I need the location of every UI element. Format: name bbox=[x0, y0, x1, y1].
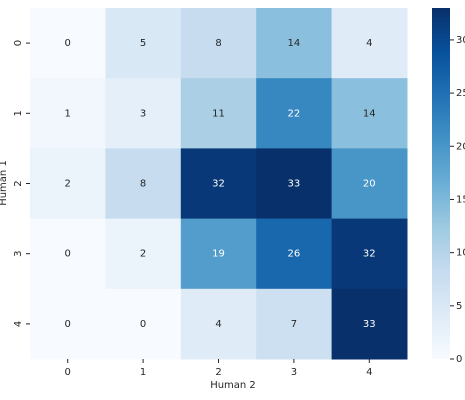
heatmap-cell bbox=[105, 78, 182, 149]
cell-label: 2 bbox=[65, 179, 71, 190]
x-tick-label: 2 bbox=[215, 367, 221, 378]
cell-label: 22 bbox=[288, 108, 301, 119]
colorbar bbox=[432, 8, 450, 359]
x-tick-label: 4 bbox=[366, 367, 372, 378]
cell-label: 32 bbox=[212, 179, 225, 190]
cell-label: 20 bbox=[363, 179, 376, 190]
cell-label: 0 bbox=[65, 38, 71, 49]
y-tick-label: 3 bbox=[13, 251, 24, 257]
colorbar-tick-label: 5 bbox=[456, 301, 462, 312]
heatmap-cell bbox=[180, 8, 257, 79]
cell-label: 33 bbox=[288, 179, 301, 190]
heatmap-cell bbox=[256, 288, 333, 360]
cell-label: 3 bbox=[140, 108, 146, 119]
cell-label: 7 bbox=[291, 319, 297, 330]
cell-label: 14 bbox=[363, 108, 376, 119]
cell-label: 19 bbox=[212, 249, 225, 260]
cell-label: 33 bbox=[363, 319, 376, 330]
cell-label: 1 bbox=[65, 108, 71, 119]
heatmap-cell bbox=[30, 288, 106, 360]
colorbar-tick-label: 0 bbox=[456, 354, 462, 365]
cell-label: 8 bbox=[215, 38, 221, 49]
cell-label: 0 bbox=[65, 319, 71, 330]
cell-label: 11 bbox=[212, 108, 225, 119]
heatmap-cell bbox=[256, 8, 333, 79]
y-tick-label: 4 bbox=[13, 321, 24, 327]
cell-label: 4 bbox=[366, 38, 372, 49]
heatmap-cell bbox=[180, 288, 257, 360]
colorbar-tick-label: 25 bbox=[456, 88, 465, 99]
heatmap-cell bbox=[256, 78, 333, 149]
heatmap-cell bbox=[30, 218, 106, 290]
cell-label: 5 bbox=[140, 38, 146, 49]
heatmap-cell bbox=[331, 148, 408, 220]
heatmap-cell bbox=[105, 218, 182, 290]
cell-label: 8 bbox=[140, 179, 146, 190]
heatmap-cell bbox=[30, 78, 106, 149]
cell-label: 4 bbox=[215, 319, 221, 330]
heatmap-cell bbox=[256, 218, 333, 290]
heatmap-cell bbox=[180, 148, 257, 220]
heatmap-cell bbox=[331, 218, 408, 290]
cell-label: 14 bbox=[288, 38, 301, 49]
heatmap-cell bbox=[331, 8, 408, 79]
heatmap-cell bbox=[331, 288, 408, 360]
colorbar-tick-label: 20 bbox=[456, 141, 465, 152]
x-tick-label: 3 bbox=[291, 367, 297, 378]
heatmap-cell bbox=[331, 78, 408, 149]
heatmap-cell bbox=[105, 8, 182, 79]
y-tick-label: 0 bbox=[13, 40, 24, 46]
cell-label: 0 bbox=[140, 319, 146, 330]
y-axis-label: Human 1 bbox=[0, 160, 9, 206]
cell-label: 2 bbox=[140, 249, 146, 260]
heatmap-cell bbox=[30, 148, 106, 220]
colorbar-tick-label: 30 bbox=[456, 35, 465, 46]
cell-label: 32 bbox=[363, 249, 376, 260]
y-tick-label: 2 bbox=[13, 180, 24, 186]
cell-label: 0 bbox=[65, 249, 71, 260]
heatmap-cell bbox=[30, 8, 106, 79]
x-axis-label: Human 2 bbox=[210, 380, 256, 391]
y-tick-label: 1 bbox=[13, 110, 24, 116]
heatmap-cell bbox=[105, 288, 182, 360]
colorbar-tick-label: 15 bbox=[456, 194, 465, 205]
cell-label: 26 bbox=[288, 249, 301, 260]
heatmap-cell bbox=[256, 148, 333, 220]
x-tick-label: 0 bbox=[65, 367, 71, 378]
colorbar-tick-label: 10 bbox=[456, 248, 465, 259]
heatmap-cell bbox=[105, 148, 182, 220]
heatmap-cell bbox=[180, 78, 257, 149]
heatmap-cell bbox=[180, 218, 257, 290]
x-tick-label: 1 bbox=[140, 367, 146, 378]
